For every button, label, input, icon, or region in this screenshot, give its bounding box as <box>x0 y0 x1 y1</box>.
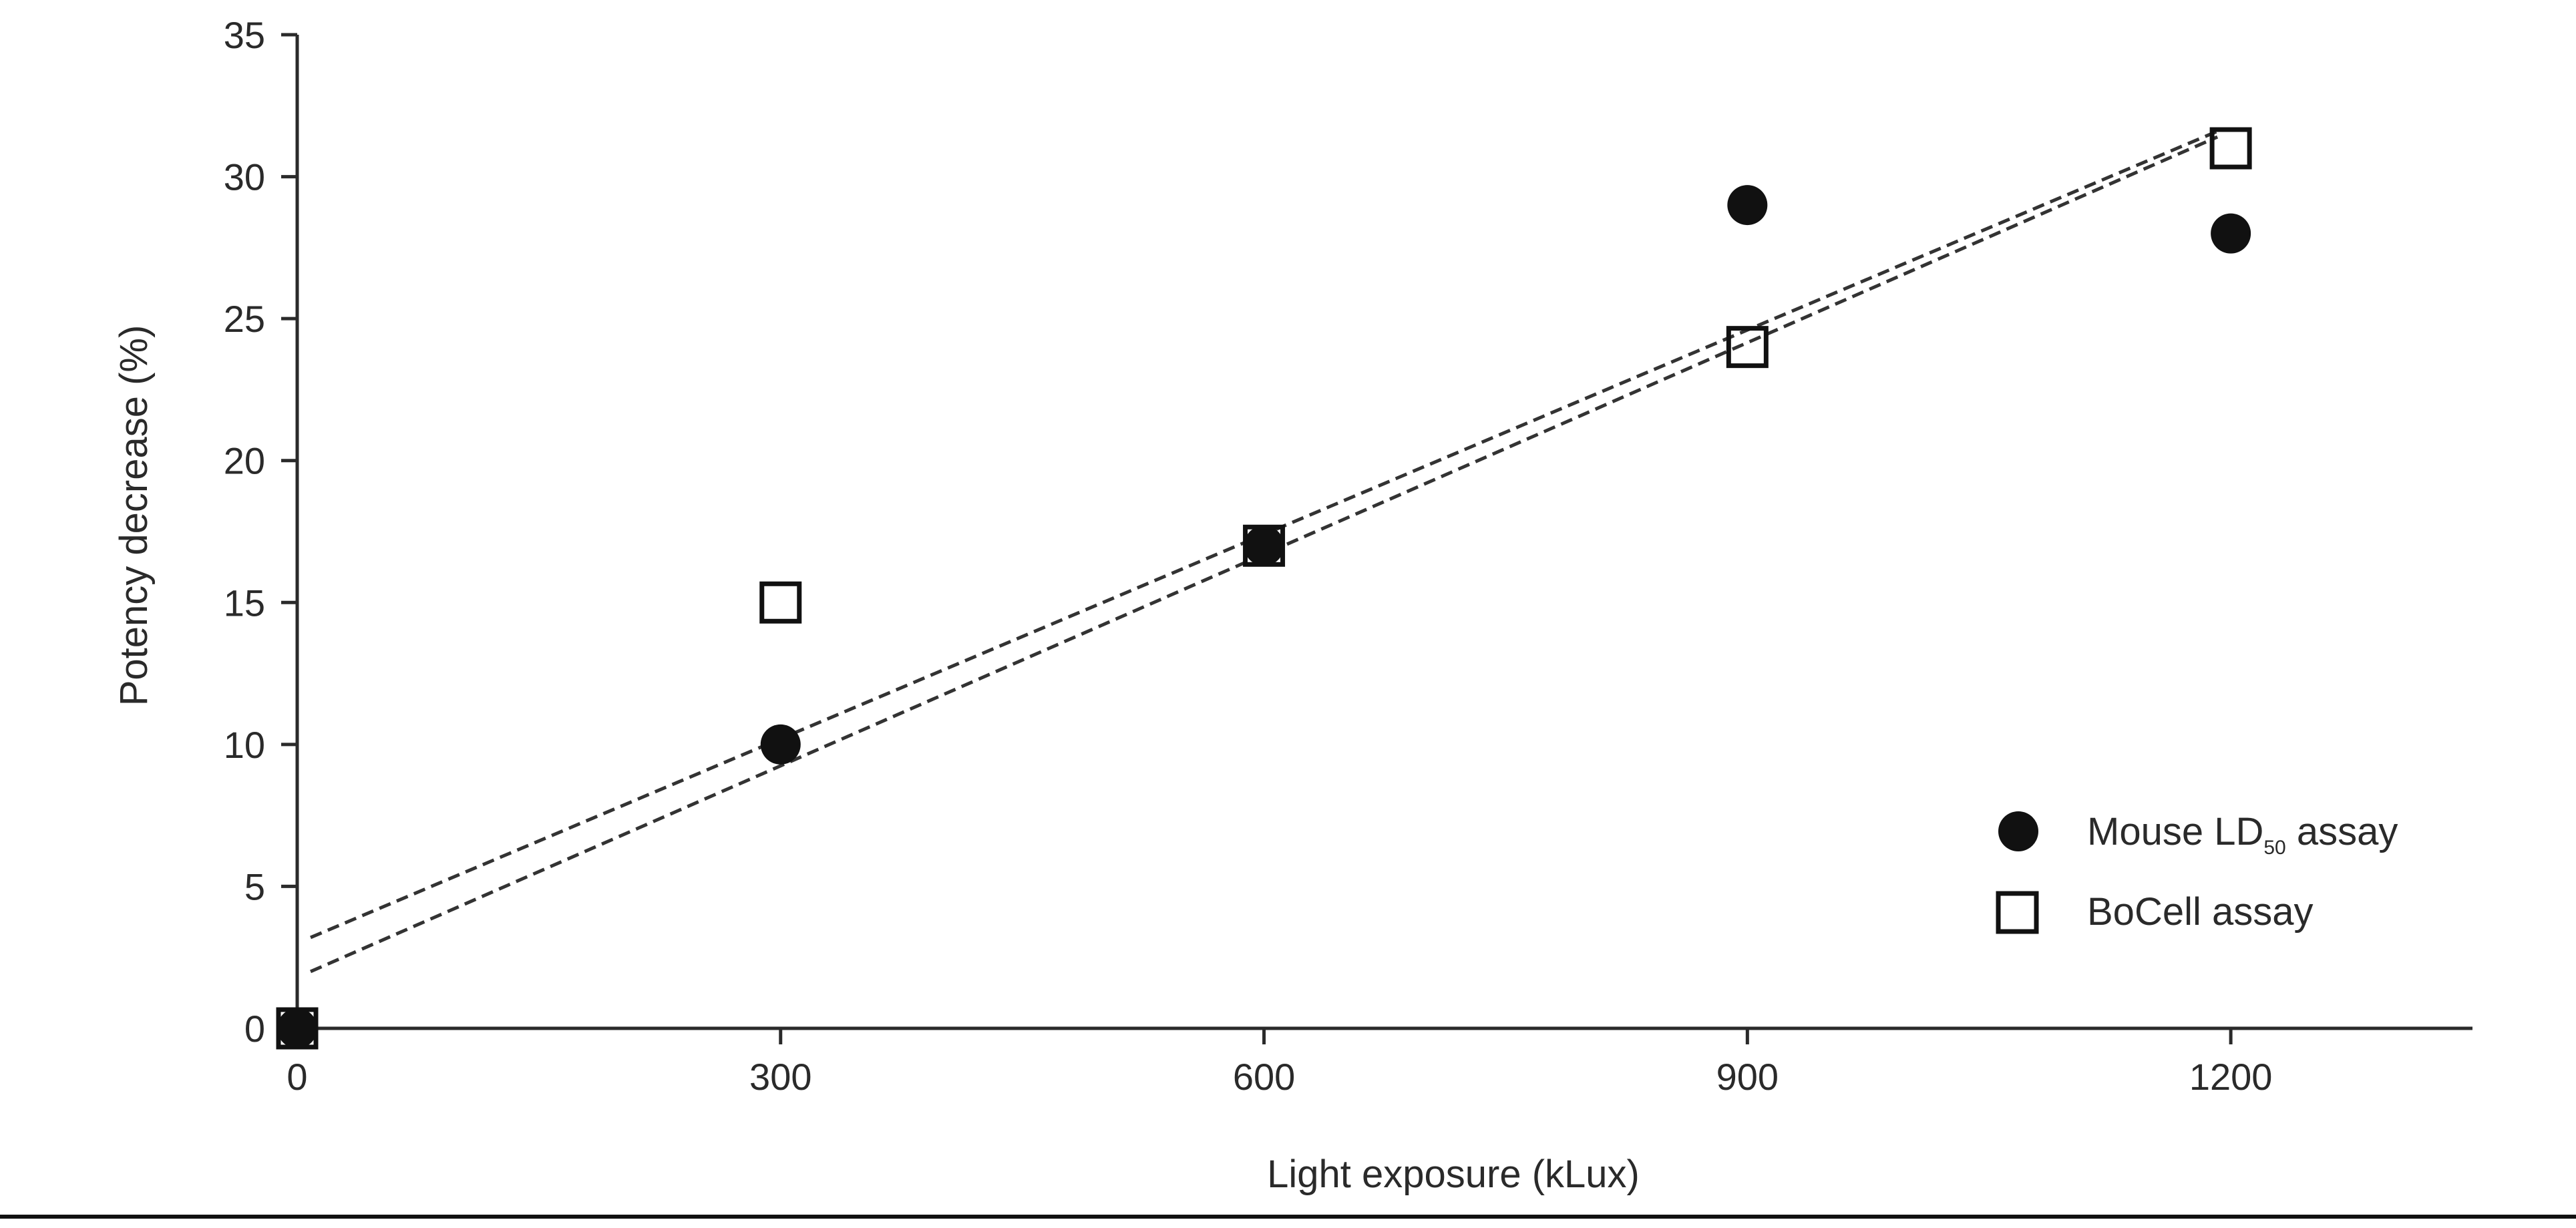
axes <box>295 35 2472 1030</box>
y-tick-label: 20 <box>224 440 265 482</box>
legend-label-bocell: BoCell assay <box>2087 890 2313 934</box>
y-tick-label: 35 <box>224 14 265 56</box>
point-mouse-ld50 <box>760 724 801 765</box>
legend: Mouse LD50 assay BoCell assay <box>1996 810 2398 934</box>
y-tick-label: 10 <box>224 724 265 766</box>
trendline-series-2 <box>309 135 2219 974</box>
legend-marker-mouse <box>1998 811 2038 851</box>
point-mouse-ld50 <box>1244 526 1284 566</box>
point-bocell <box>759 581 802 624</box>
legend-label-mouse: Mouse LD50 assay <box>2087 810 2398 859</box>
y-tick-label: 5 <box>244 865 265 907</box>
point-bocell <box>276 1007 319 1050</box>
y-tick-label: 30 <box>224 156 265 198</box>
legend-label-mouse-sub: 50 <box>2263 837 2285 859</box>
point-mouse-ld50 <box>1727 185 1768 226</box>
x-tick-label: 0 <box>287 1056 307 1098</box>
data-points <box>276 127 2252 1050</box>
y-tick-label: 15 <box>224 582 265 624</box>
point-mouse-ld50 <box>2211 213 2251 254</box>
point-bocell <box>1726 326 1769 369</box>
point-mouse-ld50 <box>277 1008 317 1048</box>
y-tick-label: 25 <box>224 298 265 340</box>
x-tick-label: 600 <box>1233 1056 1295 1098</box>
legend-label-mouse-main: Mouse LD <box>2087 810 2263 853</box>
point-bocell <box>2209 127 2252 170</box>
y-tick-label: 0 <box>244 1008 265 1050</box>
legend-label-mouse-tail: assay <box>2286 810 2398 853</box>
x-axis-ticks: 0 300 600 900 1200 <box>287 1028 2272 1098</box>
x-tick-label: 300 <box>749 1056 811 1098</box>
x-tick-label: 900 <box>1716 1056 1779 1098</box>
point-bocell <box>1243 524 1286 567</box>
y-axis-title: Potency decrease (%) <box>112 325 156 706</box>
x-axis-title: Light exposure (kLux) <box>1267 1153 1640 1196</box>
y-axis-ticks: 0 5 10 15 20 25 30 35 <box>224 14 297 1050</box>
x-tick-label: 1200 <box>2189 1056 2273 1098</box>
legend-marker-bocell <box>1996 891 2039 934</box>
